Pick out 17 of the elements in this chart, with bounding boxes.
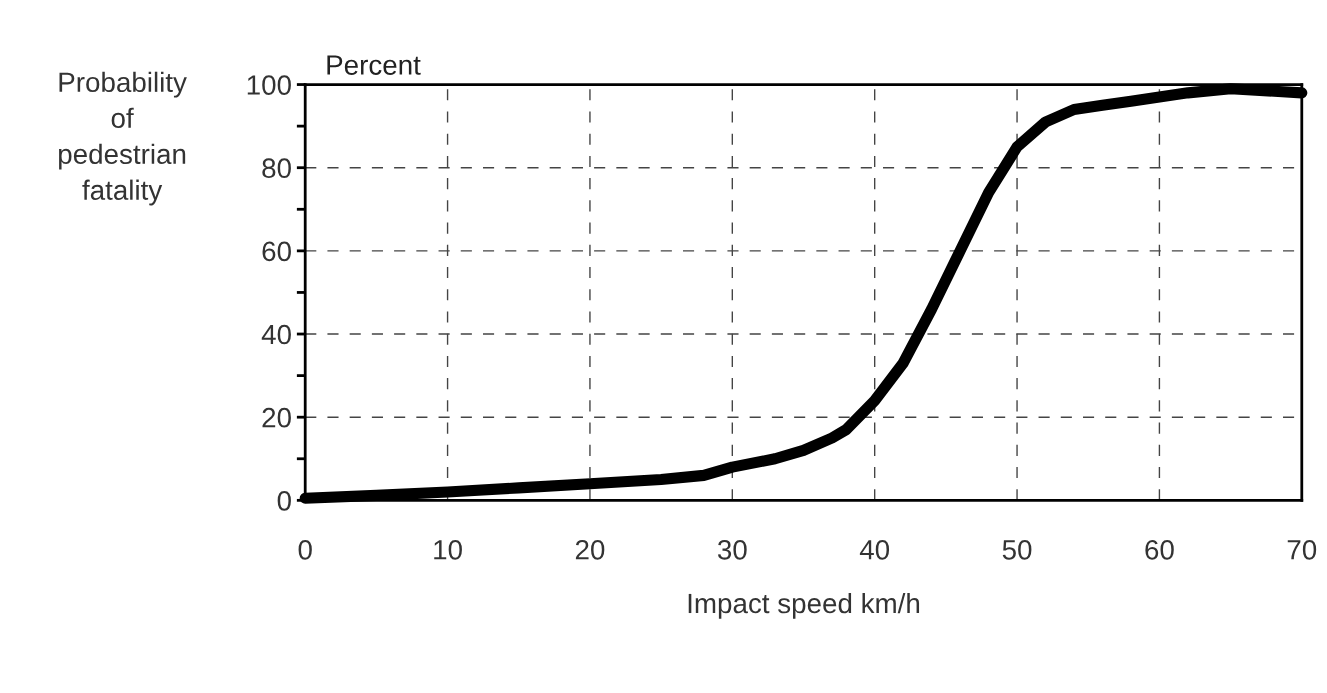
text: Percent: [327, 55, 421, 75]
y-tick-label: 40: [261, 324, 291, 345]
x-tick-label: 10: [434, 539, 462, 560]
y-tick-label: 20: [262, 407, 291, 428]
x-tick-label: 0: [298, 539, 312, 560]
y-axis-title: Probability of pedestrian fatality: [59, 71, 187, 206]
y-tick-label: 100: [247, 75, 291, 95]
x-tick-label: 50: [1002, 539, 1032, 560]
x-tick-label: 30: [717, 539, 747, 560]
x-tick-label: 40: [859, 539, 890, 560]
x-tick-label: 60: [1145, 539, 1174, 560]
y-tick-label: 80: [262, 158, 291, 179]
x-axis-title: Impact speed km/h: [688, 592, 920, 619]
y-tick-label: 60: [262, 241, 291, 262]
x-tick-label: 70: [1287, 539, 1317, 560]
y-tick-label: 0: [277, 491, 291, 511]
x-tick-label: 20: [575, 539, 605, 560]
